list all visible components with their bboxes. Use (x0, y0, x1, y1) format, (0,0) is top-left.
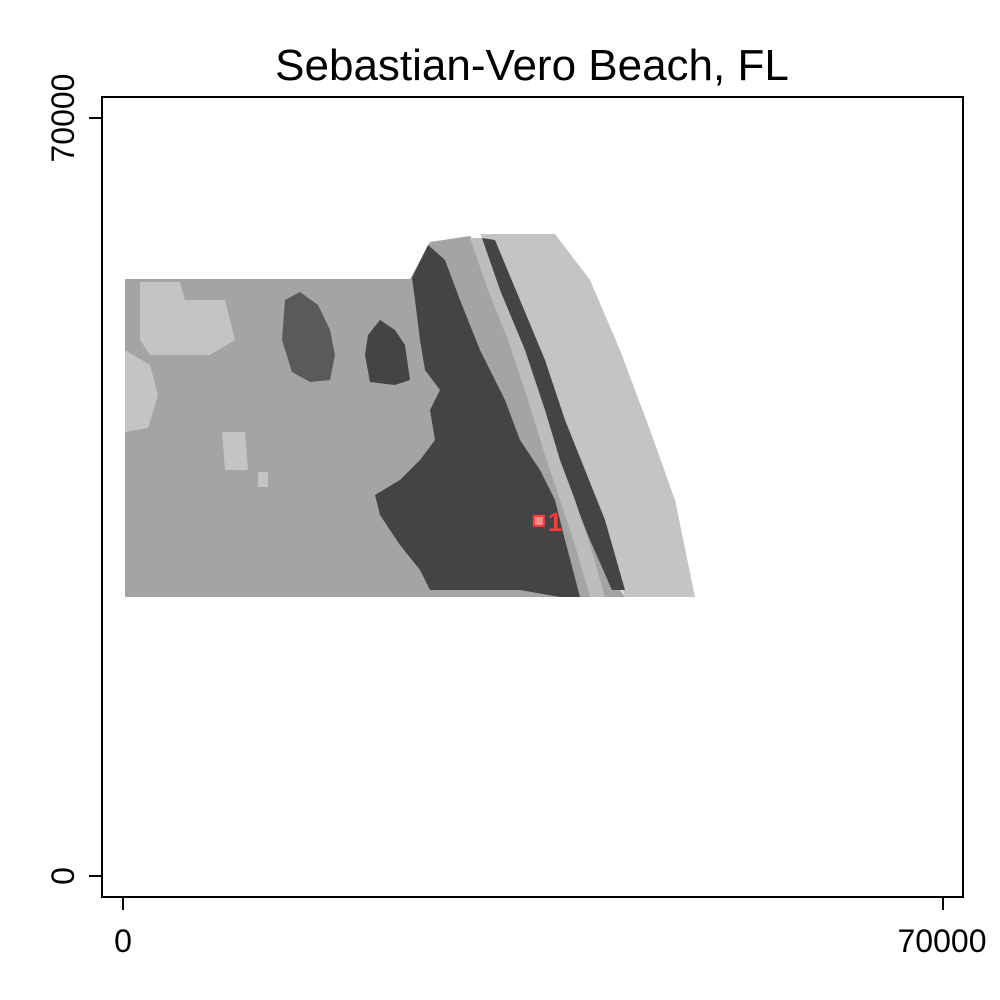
river-channel (470, 238, 605, 597)
barrier-island-region (480, 234, 695, 597)
raster-layer (125, 234, 695, 597)
land-light-patch (125, 350, 158, 432)
y-axis: 0 70000 (45, 74, 103, 885)
y-tick-label: 0 (45, 867, 81, 885)
urban-dark-region (282, 292, 335, 382)
x-tick-label: 0 (114, 923, 132, 959)
urban-dark-region (482, 238, 625, 590)
location-marker-point (532, 514, 545, 527)
x-tick-label: 70000 (898, 923, 987, 959)
y-tick-label: 70000 (45, 74, 81, 163)
x-axis: 0 70000 (114, 896, 987, 959)
plot-title: Sebastian-Vero Beach, FL (275, 41, 789, 90)
marker-layer: 1 (532, 507, 562, 537)
urban-dark-region (375, 245, 580, 597)
land-light-patch (258, 472, 268, 487)
location-marker-label: 1 (548, 507, 562, 537)
land-light-patch (140, 282, 235, 355)
urban-dark-region (365, 320, 410, 385)
land-light-patch (222, 432, 248, 470)
